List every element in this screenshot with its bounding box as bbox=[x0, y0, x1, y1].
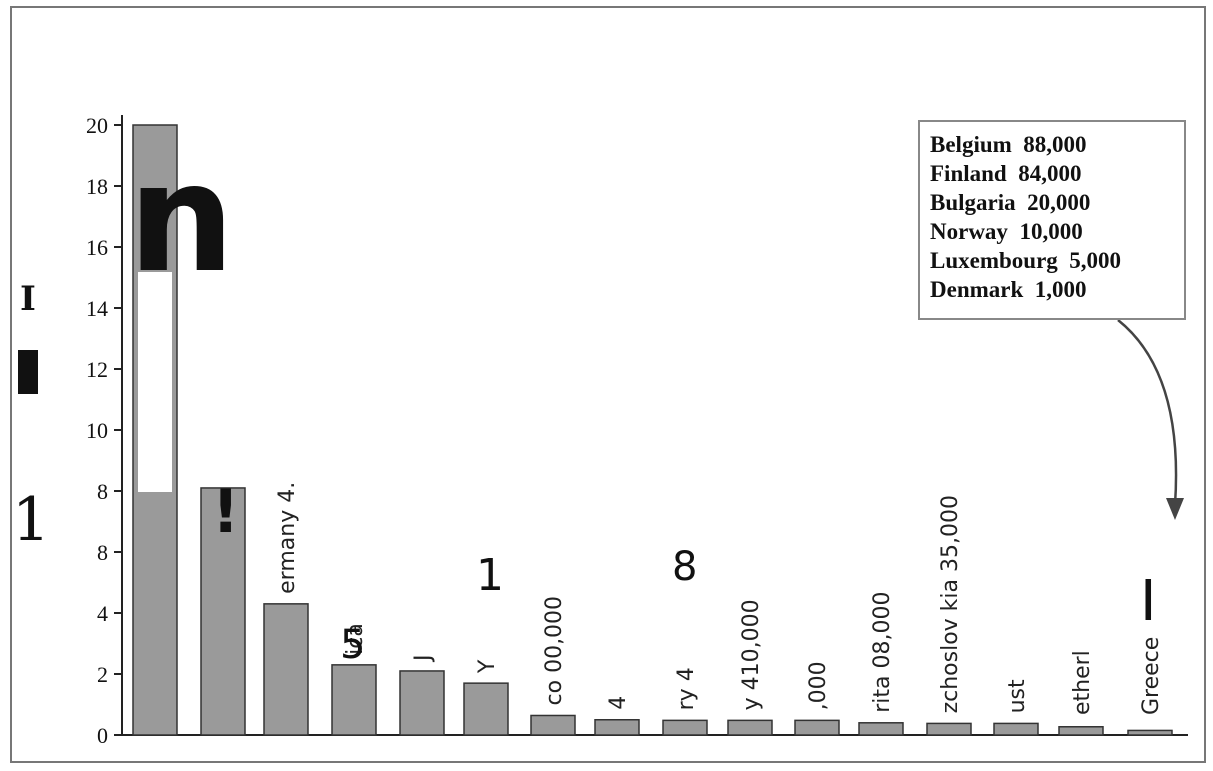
bar-label: y 410,000 bbox=[739, 599, 764, 710]
y-tick-label: 14 bbox=[86, 296, 108, 321]
glyph-one: 1 bbox=[476, 550, 504, 601]
bar-label: ,000 bbox=[806, 661, 831, 710]
bar-label: rita 08,000 bbox=[870, 592, 895, 713]
bar-labels: ermany 4. ica J Y co 00,000 4 ry 4 y 410,000 ,00… bbox=[275, 319, 1184, 715]
y-tick-label: 8 bbox=[97, 479, 108, 504]
y-tick-label: 8 bbox=[97, 540, 108, 565]
y-tick-label: 10 bbox=[86, 418, 108, 443]
y-axis-label-artifact: I 1 bbox=[10, 280, 60, 580]
glyph-five: 5 bbox=[340, 622, 365, 668]
svg-text:I: I bbox=[20, 280, 36, 319]
y-tick-label: 20 bbox=[86, 113, 108, 138]
bar bbox=[399, 670, 445, 736]
bar bbox=[200, 487, 246, 736]
annotation-row: Finland 84,000 bbox=[930, 161, 1082, 186]
bar bbox=[463, 682, 509, 736]
annotation-row: Denmark 1,000 bbox=[930, 277, 1087, 302]
bar bbox=[662, 719, 708, 736]
value-annotation-box: Belgium 88,000 Finland 84,000 Bulgaria 2… bbox=[918, 120, 1186, 320]
bar-label: zchoslov kia 35,000 bbox=[938, 495, 963, 713]
pointer-arrow bbox=[1117, 319, 1178, 506]
y-tick-label: 2 bbox=[97, 662, 108, 687]
bar bbox=[727, 719, 773, 736]
bar-label: etherl bbox=[1070, 650, 1095, 715]
arrow-head bbox=[1166, 498, 1184, 520]
bar bbox=[926, 722, 972, 736]
rotated-artifacts: n ! 5 1 8 I bbox=[128, 132, 1157, 668]
y-tick-label: 4 bbox=[97, 601, 108, 626]
y-tick-label: 18 bbox=[86, 174, 108, 199]
bar bbox=[594, 719, 640, 736]
annotation-row: Norway 10,000 bbox=[930, 219, 1083, 244]
bar-label: Y bbox=[475, 659, 500, 674]
bar-label: ry 4 bbox=[674, 667, 699, 710]
y-tick-label: 12 bbox=[86, 357, 108, 382]
glyph-marker: ! bbox=[212, 477, 239, 547]
tall-glyph: n bbox=[128, 132, 235, 306]
bar bbox=[263, 603, 309, 736]
label-overlay bbox=[138, 272, 172, 492]
bar bbox=[858, 722, 904, 736]
glyph-i: I bbox=[1140, 569, 1157, 634]
bar-label: 4 bbox=[606, 696, 631, 710]
y-tick-label: 16 bbox=[86, 235, 108, 260]
glyph-eight: 8 bbox=[672, 544, 697, 590]
annotation-row: Luxembourg 5,000 bbox=[930, 248, 1122, 273]
bar-label: ermany 4. bbox=[275, 482, 300, 594]
bar bbox=[1127, 729, 1173, 736]
bar bbox=[331, 664, 377, 736]
annotation-row: Bulgaria 20,000 bbox=[930, 190, 1091, 215]
bar-label: ica bbox=[343, 623, 368, 655]
bar bbox=[1058, 726, 1104, 736]
bar-label: Greece bbox=[1139, 637, 1164, 715]
svg-text:1: 1 bbox=[12, 485, 50, 555]
bar-label: co 00,000 bbox=[542, 596, 567, 706]
bar-label: ust bbox=[1005, 679, 1030, 713]
bars bbox=[132, 124, 1173, 736]
y-tick-label: 0 bbox=[97, 723, 108, 748]
bar bbox=[993, 722, 1039, 736]
annotation-row: Belgium 88,000 bbox=[930, 132, 1087, 157]
bar-label: J bbox=[411, 654, 436, 663]
bar bbox=[530, 714, 576, 736]
bar bbox=[794, 719, 840, 736]
